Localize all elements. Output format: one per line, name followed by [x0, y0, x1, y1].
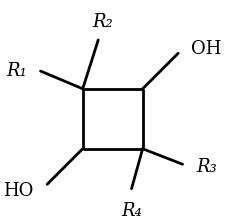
Text: R₃: R₃ [195, 157, 216, 176]
Text: R₂: R₂ [92, 13, 112, 31]
Text: HO: HO [3, 182, 34, 200]
Text: OH: OH [191, 40, 221, 58]
Text: R₄: R₄ [121, 202, 141, 220]
Text: R₁: R₁ [6, 62, 27, 80]
